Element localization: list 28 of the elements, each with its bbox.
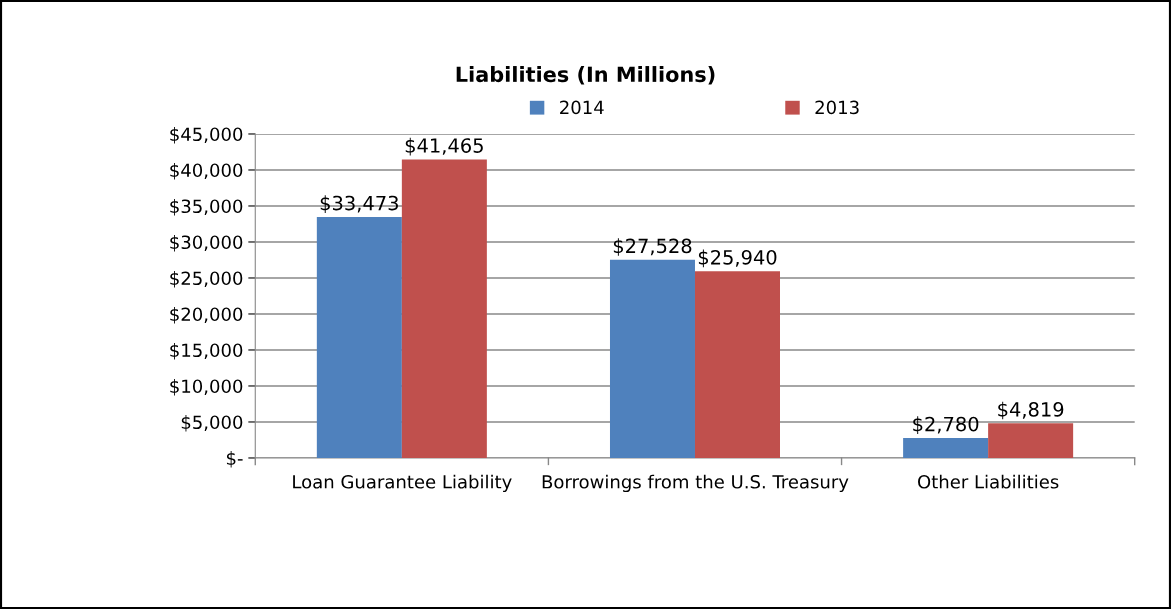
- bar: [316, 216, 402, 458]
- x-tick-label: Other Liabilities: [918, 474, 1059, 489]
- legend-label: 2013: [815, 100, 859, 115]
- y-tick-label: $40,000: [170, 163, 243, 180]
- y-tick-label: $30,000: [170, 235, 243, 252]
- data-label: $41,465: [405, 137, 483, 156]
- x-tick-label: Loan Guarantee Liability: [293, 474, 512, 493]
- y-tick-label: $35,000: [170, 199, 243, 216]
- bar: [903, 437, 989, 458]
- y-tick-label: $5,000: [181, 415, 243, 432]
- data-label: $25,940: [698, 249, 777, 268]
- data-label: $33,473: [320, 195, 398, 214]
- data-label: $4,819: [998, 401, 1064, 420]
- y-tick-label: $20,000: [170, 307, 243, 324]
- bar: [694, 271, 780, 458]
- chart-title: Liabilities (In Millions): [456, 66, 715, 85]
- y-tick-label: $25,000: [170, 271, 243, 288]
- bar: [401, 159, 487, 458]
- y-tick-label: $45,000: [170, 127, 243, 144]
- y-tick-label: $-: [226, 451, 243, 468]
- y-tick-label: $10,000: [170, 379, 243, 396]
- data-label: $2,780: [913, 416, 979, 434]
- y-tick-label: $15,000: [170, 343, 243, 360]
- bar: [988, 423, 1074, 458]
- legend-label: 2014: [560, 100, 604, 115]
- data-label: $27,528: [613, 238, 692, 256]
- x-tick-label: Borrowings from the U.S. Treasury: [542, 474, 849, 493]
- bar: [609, 259, 695, 458]
